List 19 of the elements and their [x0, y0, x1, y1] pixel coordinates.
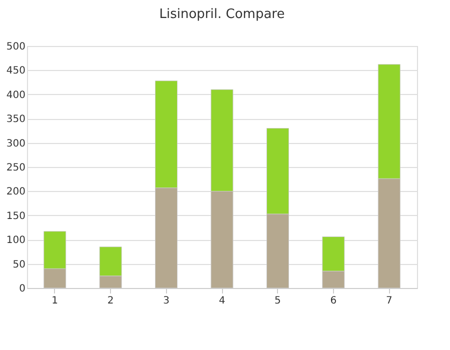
y-tick-label: 450 — [6, 66, 26, 77]
y-tick-label: 300 — [6, 138, 26, 150]
y-tick-label: 100 — [6, 235, 26, 246]
y-tick-label: 150 — [6, 210, 26, 222]
y-tick-label: 500 — [6, 42, 26, 52]
chart-title: Lisinopril. Compare — [159, 7, 285, 22]
y-tick-label: 400 — [6, 90, 26, 101]
x-tick-label: 3 — [163, 296, 170, 306]
x-tick-label: 7 — [386, 296, 392, 306]
x-tick-label: 2 — [107, 296, 114, 306]
y-tick-label: 200 — [6, 186, 26, 198]
y-tick-label: 250 — [6, 162, 26, 174]
x-tick-label: 6 — [330, 296, 337, 306]
y-tick-label: 0 — [19, 284, 26, 294]
y-tick-label: 350 — [6, 114, 26, 126]
y-tick-label: 50 — [12, 259, 26, 270]
x-tick-label: 5 — [274, 296, 281, 306]
x-tick-label: 4 — [218, 296, 226, 306]
x-tick-label: 1 — [52, 296, 58, 306]
